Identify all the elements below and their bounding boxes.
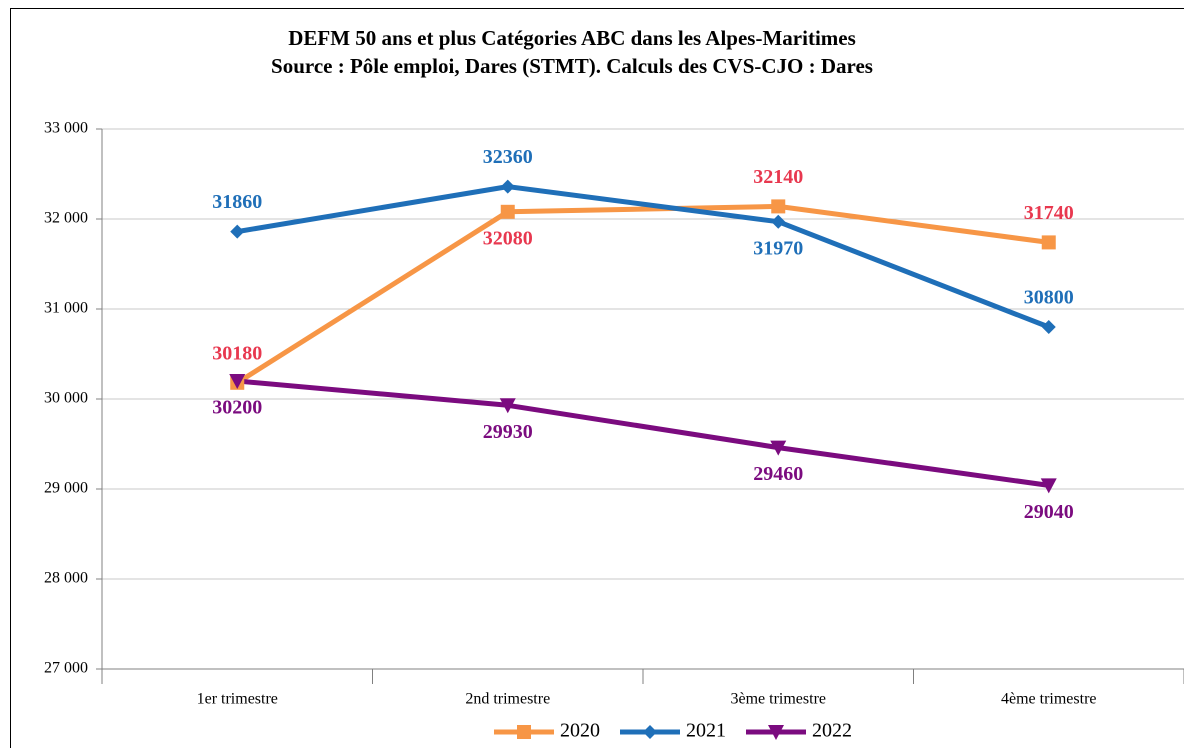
data-point (771, 214, 786, 229)
series-line (235, 203, 1050, 385)
data-point (771, 199, 786, 214)
data-point (499, 398, 516, 414)
data-label: 29930 (483, 421, 533, 443)
legend-label: 2022 (812, 720, 852, 742)
y-tick-label: 31 000 (44, 300, 88, 317)
y-tick-label: 28 000 (44, 570, 88, 587)
data-label: 31860 (212, 191, 262, 213)
series-line (236, 184, 1050, 330)
data-label: 31970 (753, 237, 803, 259)
data-label: 30200 (212, 397, 262, 419)
data-label: 32080 (483, 227, 533, 249)
x-tick-label: 1er trimestre (197, 691, 278, 708)
data-label: 30180 (212, 342, 262, 364)
chart-title: DEFM 50 ans et plus Catégories ABC dans … (288, 26, 856, 50)
legend-marker (643, 725, 657, 739)
y-tick-label: 32 000 (44, 210, 88, 227)
data-point (1040, 478, 1057, 494)
data-label: 29460 (753, 463, 803, 485)
data-point (770, 440, 787, 456)
data-label: 31740 (1024, 202, 1074, 224)
y-tick-label: 29 000 (44, 480, 88, 497)
chart-subtitle: Source : Pôle emploi, Dares (STMT). Calc… (271, 54, 873, 78)
chart-border (10, 8, 1184, 748)
data-point (500, 179, 515, 194)
data-point (500, 204, 515, 219)
y-tick-label: 27 000 (44, 660, 88, 677)
data-point (1041, 235, 1056, 250)
data-label: 32140 (753, 166, 803, 188)
legend-marker (517, 725, 531, 739)
y-tick-label: 33 000 (44, 120, 88, 137)
legend-label: 2021 (686, 720, 726, 742)
data-label: 29040 (1024, 501, 1074, 523)
data-point (230, 224, 245, 239)
data-point (229, 374, 246, 389)
data-label: 32360 (483, 146, 533, 168)
legend-marker (768, 725, 784, 740)
legend-label: 2020 (560, 720, 600, 742)
x-tick-label: 2nd trimestre (465, 691, 550, 708)
y-tick-label: 30 000 (44, 390, 88, 407)
series-line (237, 378, 1050, 488)
x-tick-label: 4ème trimestre (1001, 691, 1097, 708)
data-point (1041, 320, 1056, 334)
data-label: 30800 (1024, 287, 1074, 309)
x-tick-label: 3ème trimestre (730, 691, 826, 708)
